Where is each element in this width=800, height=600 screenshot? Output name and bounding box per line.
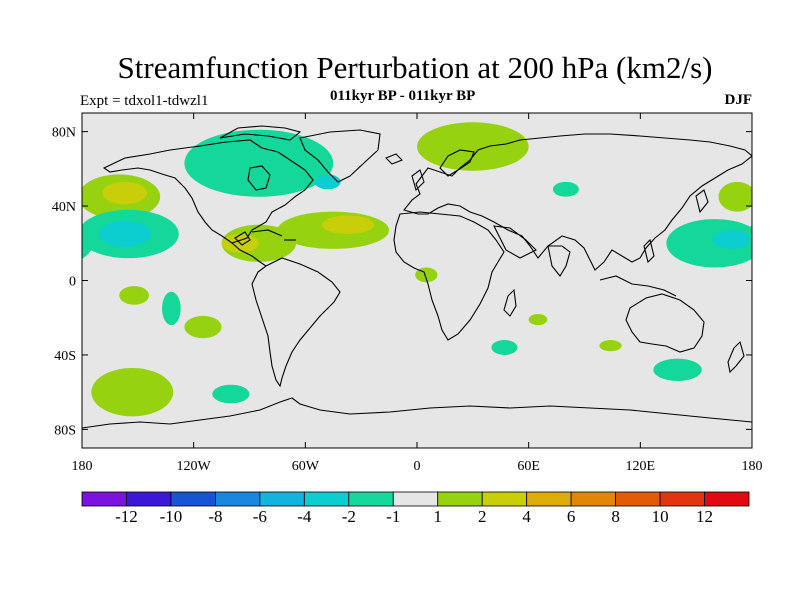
coast-antarctica — [82, 397, 752, 429]
plot-area — [82, 113, 752, 448]
region-south-pacific-positive-1 — [119, 286, 149, 305]
coast-hudson-bay — [247, 165, 271, 191]
colorbar-label: 2 — [478, 507, 487, 526]
coast-madagascar — [503, 288, 517, 317]
coast-scandinavia — [439, 149, 475, 177]
region-indian-ocean-positive-1 — [528, 314, 548, 326]
coast-arabia — [493, 225, 537, 259]
coast-new-zealand — [727, 340, 745, 374]
x-tick-label: 180 — [742, 459, 763, 474]
x-tick-label: 60E — [517, 459, 540, 474]
coast-central-america — [231, 242, 267, 267]
region-subtropical-pacific-negative-wrap — [748, 224, 752, 244]
colorbar-label: -12 — [115, 507, 138, 526]
region-southern-ocean-negative — [212, 384, 250, 404]
coast-cuba — [251, 229, 283, 237]
colorbar-label: -10 — [160, 507, 183, 526]
region-dateline-north-positive — [718, 181, 752, 212]
region-north-atlantic-core — [322, 215, 375, 234]
x-tick-label: 0 — [414, 459, 421, 474]
colorbar-label: 10 — [652, 507, 669, 526]
colorbar-swatch — [126, 491, 172, 507]
colorbar-swatch — [303, 491, 350, 507]
y-tick-label: 80N — [52, 126, 76, 141]
coast-britain — [411, 169, 425, 192]
coast-africa — [393, 211, 505, 341]
colorbar-swatch — [81, 491, 127, 507]
region-central-asia-negative — [552, 181, 579, 197]
colorbar-swatch — [704, 491, 750, 507]
coast-north-america — [102, 139, 314, 244]
y-tick-label: 80S — [54, 423, 76, 438]
region-south-pacific-positive-2 — [184, 315, 222, 339]
region-indian-ocean-positive-2 — [599, 340, 622, 352]
colorbar-label: -4 — [297, 507, 312, 526]
coast-south-america — [251, 257, 341, 388]
region-west-pacific-negative-wrap — [82, 227, 94, 259]
coast-greenland — [299, 129, 381, 183]
region-west-pacific-core — [712, 230, 751, 249]
season-label: DJF — [724, 92, 753, 108]
x-tick-label: 120E — [626, 459, 656, 474]
chart-title: Streamfunction Perturbation at 200 hPa (… — [117, 50, 713, 85]
y-tick-label: 40N — [52, 200, 76, 215]
y-tick-label: 40S — [54, 349, 76, 364]
region-arctic-europe-positive — [417, 122, 529, 171]
map-axes: 180 120W 60W 0 60E 120E 180 80N 40N 0 40S 80S — [52, 113, 763, 474]
colorbar-label: 4 — [522, 507, 531, 526]
colorbar-swatch — [259, 491, 305, 507]
coast-arctic-islands — [219, 125, 302, 141]
experiment-label: Expt = tdxol1-tdwzl1 — [80, 93, 209, 109]
colorbar-label: -6 — [253, 507, 267, 526]
coast-india — [547, 245, 571, 277]
region-north-pacific-core — [102, 181, 148, 205]
colorbar-label: 12 — [696, 507, 713, 526]
coastlines — [82, 125, 752, 429]
colorbar-label: 1 — [433, 507, 442, 526]
coast-iceland — [385, 153, 403, 165]
colorbar-swatch — [481, 491, 528, 507]
colorbar-label: -1 — [386, 507, 400, 526]
coast-australia — [625, 293, 705, 353]
region-south-africa-negative — [491, 340, 518, 355]
coast-indonesia — [599, 275, 677, 297]
colorbar: -12 -10 -8 -6 -4 -2 -1 1 2 4 6 8 10 12 — [81, 491, 750, 526]
region-subtropical-pacific-core — [98, 220, 151, 248]
coast-philippines — [643, 238, 655, 264]
colorbar-label: 6 — [567, 507, 576, 526]
colorbar-swatch — [570, 491, 617, 507]
coast-japan — [695, 189, 709, 214]
colorbar-swatch — [348, 491, 394, 507]
colorbar-swatch — [526, 491, 572, 507]
colorbar-swatch — [170, 491, 216, 507]
region-south-indian-negative — [653, 358, 702, 382]
x-tick-label: 60W — [292, 459, 320, 474]
x-tick-label: 180 — [72, 459, 93, 474]
region-dateline-north-positive-wrap — [82, 187, 86, 206]
colorbar-swatch — [214, 491, 261, 507]
colorbar-swatch — [659, 491, 705, 507]
coast-yucatan — [234, 231, 251, 246]
colorbar-swatch — [615, 491, 661, 507]
y-tick-label: 0 — [69, 275, 76, 290]
contour-regions — [82, 122, 752, 417]
x-tick-label: 120W — [177, 459, 212, 474]
colorbar-swatch — [437, 491, 483, 507]
colorbar-swatch — [392, 491, 439, 507]
colorbar-label: -8 — [208, 507, 222, 526]
region-south-pacific-negative-1 — [162, 291, 181, 326]
region-newfoundland-core — [314, 174, 341, 190]
colorbar-label: 8 — [611, 507, 620, 526]
period-label: 011kyr BP - 011kyr BP — [330, 88, 476, 104]
region-canada-greenland-negative — [184, 129, 334, 197]
region-south-pacific-positive-3 — [91, 367, 174, 417]
region-north-pacific-positive-wrap — [748, 187, 752, 207]
colorbar-label: -2 — [342, 507, 356, 526]
